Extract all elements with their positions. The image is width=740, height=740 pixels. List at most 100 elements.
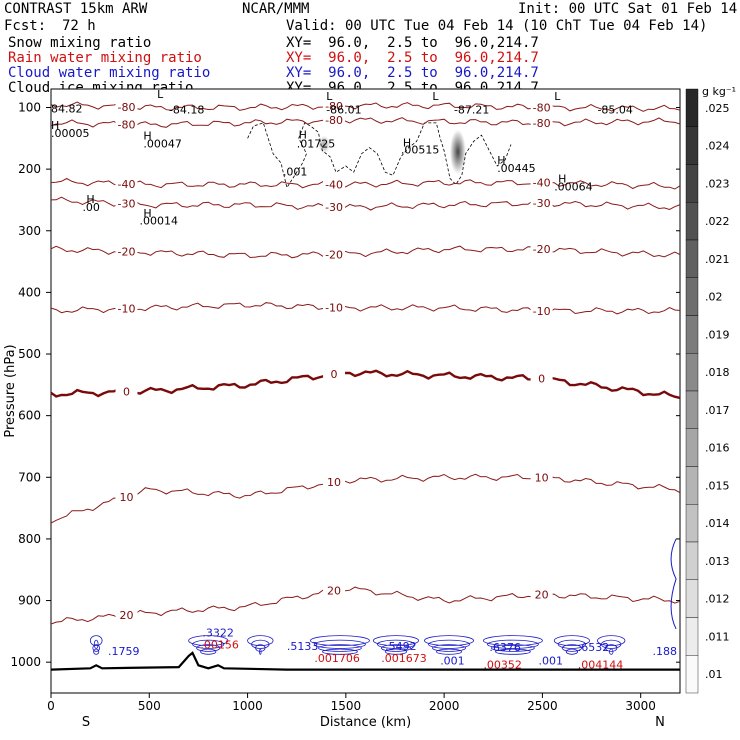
contour-label: -10	[533, 305, 551, 318]
cloud-water-contour	[314, 639, 366, 649]
cloud-water-contour	[432, 644, 467, 652]
model-title: CONTRAST 15km ARW	[4, 1, 148, 17]
colorbar-segment	[685, 428, 699, 467]
temperature-contour	[50, 302, 681, 315]
contour-label: 10	[327, 476, 341, 489]
contour-label: 0	[123, 386, 130, 399]
field-xy-snow: XY= 96.0, 2.5 to 96.0,214.7	[286, 35, 539, 51]
y-tick-label: 600	[18, 409, 41, 423]
value-annotation: .00515	[401, 144, 440, 157]
value-annotation: .00156	[200, 639, 239, 652]
colorbar-tick-label: .013	[705, 555, 730, 568]
contour-label-bg	[323, 367, 346, 380]
contour-label: 0	[538, 373, 545, 386]
contour-label-bg	[323, 476, 346, 489]
contour-label: -20	[117, 246, 135, 259]
y-tick-label: 700	[18, 470, 41, 484]
colorbar-tick-label: .011	[705, 630, 730, 643]
x-tick-label: 500	[138, 699, 161, 713]
temperature-contour	[50, 101, 681, 112]
value-annotation: .00064	[554, 181, 593, 194]
temperature-contour	[50, 473, 681, 524]
contour-label: -80	[117, 118, 135, 131]
contour-label: -10	[117, 303, 135, 316]
colorbar-segment	[685, 504, 699, 543]
cloud-water-contour	[565, 648, 578, 655]
contour-label: -30	[325, 201, 343, 214]
x-tick-label: 2500	[527, 699, 558, 713]
cloud-water-contour	[601, 639, 622, 649]
colorbar-segment	[685, 353, 699, 392]
field-xy-cloud-water: XY= 96.0, 2.5 to 96.0,214.7	[286, 65, 539, 81]
contour-label-bg	[323, 201, 346, 214]
cloud-water-contour	[491, 644, 535, 652]
field-label-cloud-water: Cloud water mixing ratio	[8, 65, 211, 81]
contour-label-bg	[115, 197, 138, 210]
colorbar-segment	[685, 164, 699, 203]
x-tick-label: 1000	[232, 699, 263, 713]
colorbar-segment	[685, 315, 699, 354]
org-label: NCAR/MMM	[242, 1, 310, 17]
colorbar-tick-label: .017	[705, 404, 730, 417]
colorbar-segment	[685, 277, 699, 316]
contour-label-bg	[530, 101, 553, 114]
contour-label-bg	[323, 248, 346, 261]
colorbar-tick-label: .012	[705, 593, 730, 606]
cloud-water-contour	[376, 639, 415, 649]
colorbar-tick-label: .016	[705, 442, 730, 455]
value-annotation: .001673	[381, 652, 427, 665]
value-annotation: -84.18	[169, 104, 204, 117]
extremum-marker: H	[86, 193, 94, 206]
contour-label: -20	[325, 248, 343, 261]
cloud-water-contour	[196, 644, 221, 652]
field-label-snow: Snow mixing ratio	[8, 35, 152, 51]
y-tick-label: 300	[18, 224, 41, 238]
contour-label: -80	[533, 117, 551, 130]
temperature-contour	[50, 245, 681, 259]
cloud-water-contour	[89, 635, 103, 647]
extremum-marker: H	[51, 119, 59, 132]
colorbar-segment	[685, 390, 699, 429]
cloud-water-contour	[424, 635, 475, 647]
value-annotation: .1759	[108, 645, 140, 658]
colorbar-tick-label: .024	[705, 140, 730, 153]
colorbar-tick-label: .025	[705, 102, 730, 115]
contour-label-bg	[323, 178, 346, 191]
cloud-water-contour	[380, 644, 411, 652]
field-label-rain: Rain water mixing ratio	[8, 50, 202, 66]
contour-label: -80	[533, 101, 551, 114]
colorbar-segment	[685, 617, 699, 656]
contour-label: -30	[533, 197, 551, 210]
contour-label-bg	[530, 304, 553, 317]
cloud-water-contour	[483, 635, 543, 647]
contour-label-bg	[530, 471, 553, 484]
cloud-water-contour	[670, 538, 677, 630]
cloud-water-contour	[372, 635, 419, 647]
colorbar-segment	[685, 655, 699, 694]
colorbar-tick-label: .018	[705, 366, 730, 379]
colorbar-tick-label: .014	[705, 517, 730, 530]
colorbar-segment	[685, 202, 699, 241]
contour-label: -40	[117, 178, 135, 191]
colorbar-tick-label: .015	[705, 479, 730, 492]
contour-label: 20	[535, 588, 549, 601]
colorbar-segment	[685, 579, 699, 618]
extremum-marker: L	[157, 88, 164, 101]
cloud-water-contour	[200, 648, 217, 655]
contour-label-bg	[323, 584, 346, 597]
x-tick-label: 3000	[625, 699, 656, 713]
contour-label-bg	[115, 118, 138, 131]
contour-label-bg	[115, 490, 138, 503]
extremum-marker: H	[299, 128, 307, 141]
y-tick-label: 400	[18, 285, 41, 299]
contour-label-bg	[530, 372, 553, 385]
init-time: Init: 00 UTC Sat 01 Feb 14	[518, 1, 738, 17]
cloud-water-contour	[318, 644, 362, 652]
colorbar-tick-label: .019	[705, 328, 730, 341]
contour-label: 10	[119, 491, 133, 504]
value-annotation: .00005	[51, 127, 90, 140]
colorbar-tick-label: .02	[705, 291, 723, 304]
colorbar-segment	[685, 541, 699, 580]
cloud-water-contour	[93, 648, 100, 655]
